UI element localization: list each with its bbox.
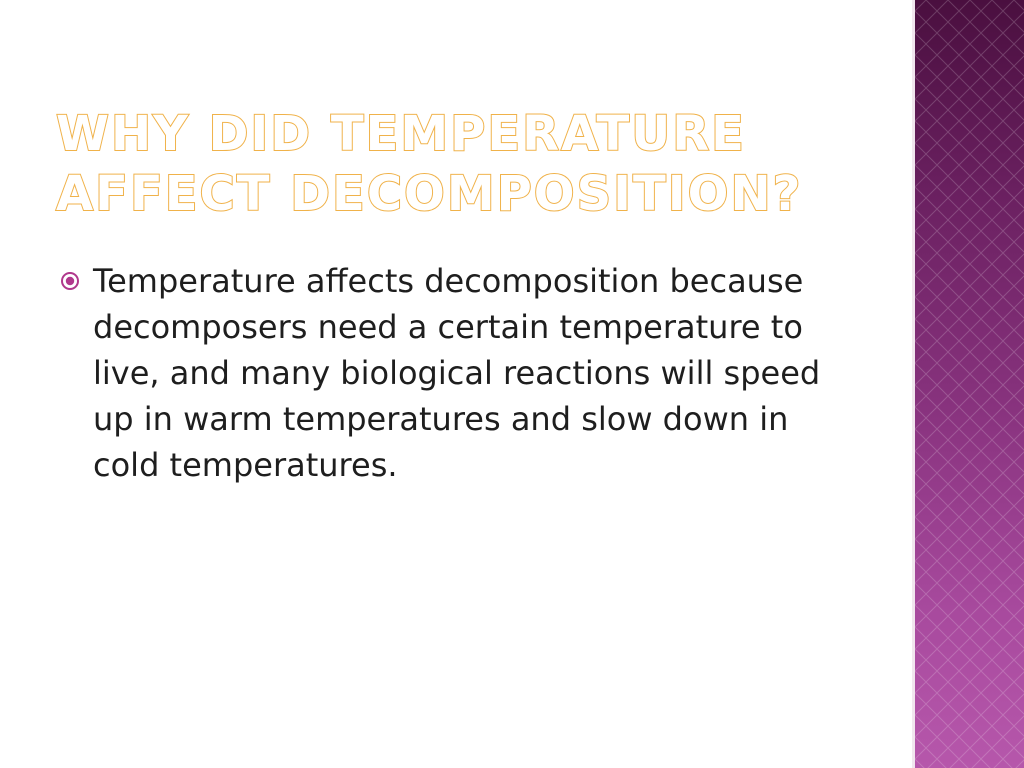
- bullet-text: Temperature affects decomposition becaus…: [93, 262, 821, 484]
- slide-title-line-2: affect decomposition?: [55, 165, 803, 223]
- slide-title-line-1: Why did temperature: [55, 105, 746, 163]
- circled-dot-bullet-icon: [61, 272, 79, 290]
- diamond-pattern-icon: [915, 0, 1024, 768]
- bullet-list: Temperature affects decomposition becaus…: [60, 258, 860, 488]
- bullet-item: Temperature affects decomposition becaus…: [60, 258, 860, 488]
- slide-title: Why did temperature affect decomposition…: [55, 104, 886, 224]
- decorative-side-band: [912, 0, 1024, 768]
